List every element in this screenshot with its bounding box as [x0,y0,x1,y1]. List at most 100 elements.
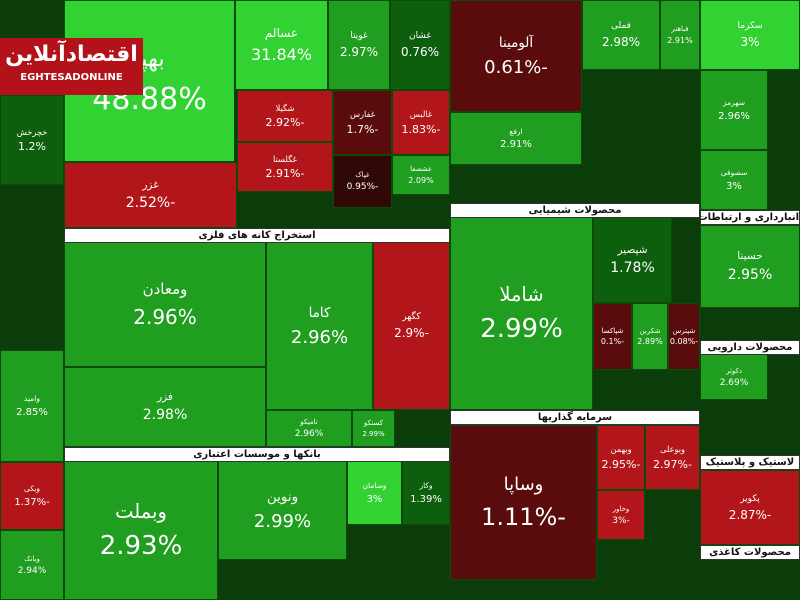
stock-tile: شپاکسا -0.1% [593,303,632,370]
stock-tile: سهرمز 2.96% [700,70,768,150]
stock-change: 2.96% [718,110,750,122]
stock-tile: کسنکو 2.99% [352,410,395,447]
stock-name: وکار [419,481,433,491]
sector-header: محصولات کاغذی [700,545,800,560]
stock-name: ارفع [509,126,523,136]
stock-tile: فباهنر 2.91% [660,0,700,70]
stock-name: پکویر [740,493,760,504]
stock-change: 2.69% [719,377,749,388]
stock-tile: عسالم 31.84% [235,0,328,90]
stock-tile: وبوعلی -2.97% [645,425,700,490]
stock-name: وبکی [23,484,41,494]
stock-tile: شگیلا -2.92% [237,90,333,142]
stock-tile: غالبس -1.83% [392,90,450,155]
stock-tile: شپترس -0.08% [668,303,700,370]
stock-tile: پکویر -2.87% [700,470,800,545]
sector-header: انبارداری و ارتباطات [700,210,800,225]
stock-name: سصوفی [720,168,748,178]
stock-name: غزر [142,178,159,191]
stock-tile: غشصفا 2.09% [392,155,450,195]
stock-name: ونوین [266,489,299,505]
stock-name: وبهمن [610,444,632,455]
stock-tile: تامپکو 2.96% [266,410,352,447]
sector-header: محصولات دارویی [700,340,800,355]
stock-tile: ومعادن 2.96% [64,242,266,367]
stock-change: 2.09% [408,175,434,185]
stock-name: کگهر [402,312,421,322]
stock-change: 2.98% [601,35,641,49]
stock-tile: وخاور -3% [597,490,645,540]
stock-tile: غزر -2.52% [64,162,237,228]
stock-tile: ونوین 2.99% [218,461,347,560]
stock-name: فباهنر [671,25,689,34]
stock-name: خچرخش [16,126,48,137]
stock-tile: وسامان 3% [347,461,402,525]
stock-change: 2.89% [637,337,663,347]
stock-name: وخاور [612,504,630,513]
stock-change: 31.84% [251,45,313,65]
stock-tile: شکربن 2.89% [632,303,668,370]
stock-change: -1.37% [14,496,50,508]
stock-change: 2.91% [667,35,693,45]
stock-name: وبملت [115,499,167,523]
stock-name: شپترس [672,326,696,335]
sector-header: بانکها و موسسات اعتباری [64,447,450,462]
logo-subtitle: EGHTESADONLINE [20,72,123,83]
stock-name: شکربن [639,326,661,335]
stock-change: -2.97% [653,457,692,471]
stock-tile: وبکی -1.37% [0,462,64,530]
stock-name: شاملا [499,282,544,306]
stock-tile: خچرخش 1.2% [0,95,64,185]
stock-change: -1.11% [481,503,566,531]
stock-change: 1.78% [610,260,655,277]
stock-change: 2.99% [362,429,385,438]
stock-change: -2.91% [265,167,305,181]
stock-change: -2.9% [394,326,429,340]
sector-header: محصولات شیمیایی [450,203,700,218]
stock-tile: فزر 2.98% [64,367,266,447]
stock-change: 3% [740,35,760,49]
stock-tile: غشان 0.76% [390,0,450,90]
stock-change: 2.98% [142,407,188,424]
stock-change: -1.83% [401,122,441,136]
stock-name: آلومینا [498,34,534,51]
stock-name: فزر [157,390,173,403]
stock-change: -0.61% [484,56,548,78]
stock-name: شپصیر [617,243,648,256]
stock-change: 2.85% [16,406,48,418]
stock-tile: وساپا -1.11% [450,425,597,580]
stock-name: سهرمز [722,98,746,108]
stock-name: وبانک [24,554,40,563]
stock-change: -0.1% [600,337,625,347]
stock-tile: کگهر -2.9% [373,242,450,410]
stock-change: 2.99% [253,511,312,532]
stock-change: -0.95% [346,182,379,192]
stock-name: تامپکو [300,418,318,426]
stock-name: حسینا [737,250,763,263]
stock-tile: فملی 2.98% [582,0,660,70]
stock-name: شپاکسا [601,326,624,335]
stock-tile: حسینا 2.95% [700,225,800,308]
stock-tile: شاملا 2.99% [450,217,593,410]
stock-name: غویتا [350,31,368,41]
stock-change: 2.96% [290,326,349,348]
stock-tile: سصوفی 3% [700,150,768,210]
stock-change: -2.95% [601,457,641,471]
stock-change: -2.52% [125,195,176,212]
stock-tile: وبملت 2.93% [64,461,218,600]
stock-name: فملی [611,21,631,31]
stock-tile: غپاک -0.95% [333,155,392,208]
stock-tile: ارفع 2.91% [450,112,582,165]
stock-change: 0.76% [400,45,440,59]
stock-tile: وبانک 2.94% [0,530,64,600]
stock-name: دکوثر [726,366,742,375]
stock-change: 2.95% [727,266,773,283]
stock-name: وامید [24,394,40,404]
stock-tile: شپصیر 1.78% [593,217,672,303]
stock-tile: غگلستا -2.91% [237,142,333,192]
stock-change: -2.92% [265,116,305,130]
stock-tile: دکوثر 2.69% [700,354,768,400]
stock-tile: سکرما 3% [700,0,800,70]
stock-change: 2.99% [480,314,563,345]
stock-change: 2.93% [99,531,183,562]
